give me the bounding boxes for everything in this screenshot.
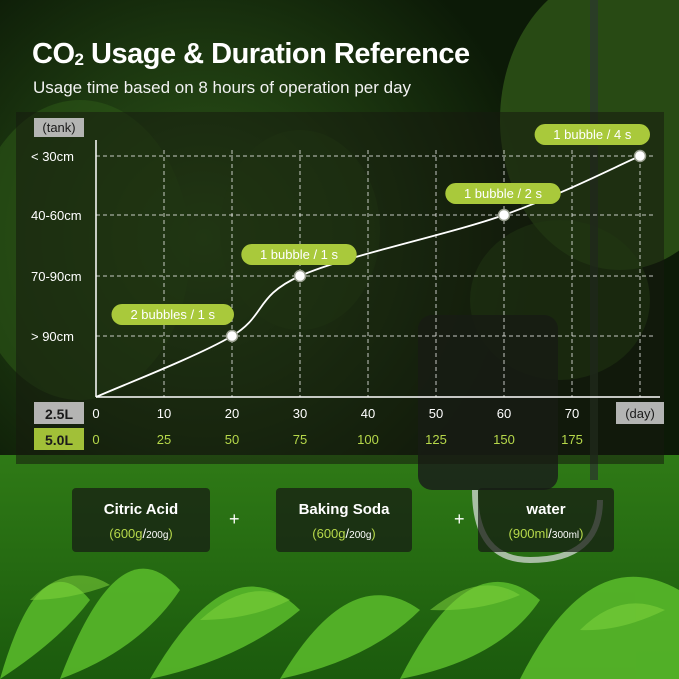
x-row-label: 5.0L [45,432,73,448]
x-tick-label: 10 [157,406,171,421]
y-axis-label: (tank) [42,120,75,135]
amount-open: ( [312,526,317,541]
x-tick-label: 100 [357,432,379,447]
ingredient-card-citric-acid: Citric Acid (600g/200g) [72,488,210,552]
x-row-label-bg [34,402,84,424]
x-tick-label: 75 [293,432,307,447]
x-tick-label: 70 [565,406,579,421]
page-title: CO2 Usage & Duration Reference [32,38,470,71]
data-label: 1 bubble / 2 s [464,186,543,201]
amount-main: 600g [113,526,143,541]
amount-open: ( [508,526,513,541]
ingredient-name: Citric Acid [103,501,179,518]
title-rest: Usage & Duration Reference [83,38,470,70]
x-tick-label: 50 [225,432,239,447]
amount-separator: / [142,526,147,541]
amount-separator: / [345,526,350,541]
amount-alt: 200g [349,530,372,541]
y-tick-label: < 30cm [31,149,74,164]
x-tick-label: 20 [225,406,239,421]
data-label-bg [534,124,650,145]
data-label: 1 bubble / 1 s [260,247,339,262]
plus-sign-2: + [454,509,465,529]
amount-open: ( [109,526,114,541]
amount-alt: 200g [146,530,169,541]
data-label: 1 bubble / 4 s [553,127,632,142]
chart-panel [16,112,664,464]
ingredient-amount: (900ml/300ml) [478,526,614,541]
amount-alt: 300ml [551,530,580,541]
x-tick-label: 0 [92,406,99,421]
plus-sign-1: + [229,509,240,529]
data-label-bg [241,244,357,265]
y-axis-label-bg [34,118,84,137]
amount-close: ) [168,526,173,541]
x-axis-label: (day) [625,406,655,421]
ingredient-amount: (600g/200g) [72,526,210,541]
ingredient-card-water: water (900ml/300ml) [478,488,614,552]
x-tick-label: 60 [497,406,511,421]
ingredient-amount: (600g/200g) [276,526,412,541]
x-axis-label-bg [616,402,664,424]
x-tick-label: 30 [293,406,307,421]
amount-close: ) [371,526,376,541]
amount-close: ) [579,526,584,541]
x-tick-label: 40 [361,406,375,421]
x-row-label: 2.5L [45,406,73,422]
amount-main: 900ml [512,526,549,541]
x-tick-label: 50 [429,406,443,421]
x-row-label-bg [34,428,84,450]
data-point [497,208,511,222]
amount-main: 600g [316,526,346,541]
data-label-bg [445,183,561,204]
x-tick-label: 175 [561,432,583,447]
ingredient-card-baking-soda: Baking Soda (600g/200g) [276,488,412,552]
y-tick-label: > 90cm [31,329,74,344]
title-subscript: 2 [74,50,84,69]
data-point [225,329,239,343]
x-tick-label: 150 [493,432,515,447]
x-tick-label: 125 [425,432,447,447]
y-tick-label: 70-90cm [31,269,82,284]
data-label-bg [111,304,234,325]
amount-separator: / [548,526,552,541]
x-tick-label: 0 [92,432,99,447]
ingredient-name: water [526,501,566,518]
data-point [293,269,307,283]
subtitle: Usage time based on 8 hours of operation… [33,78,412,97]
x-tick-label: 25 [157,432,171,447]
data-point [633,149,647,163]
ingredient-name: Baking Soda [298,501,390,518]
y-tick-label: 40-60cm [31,208,82,223]
data-label: 2 bubbles / 1 s [130,307,215,322]
title-co: CO [32,38,75,70]
